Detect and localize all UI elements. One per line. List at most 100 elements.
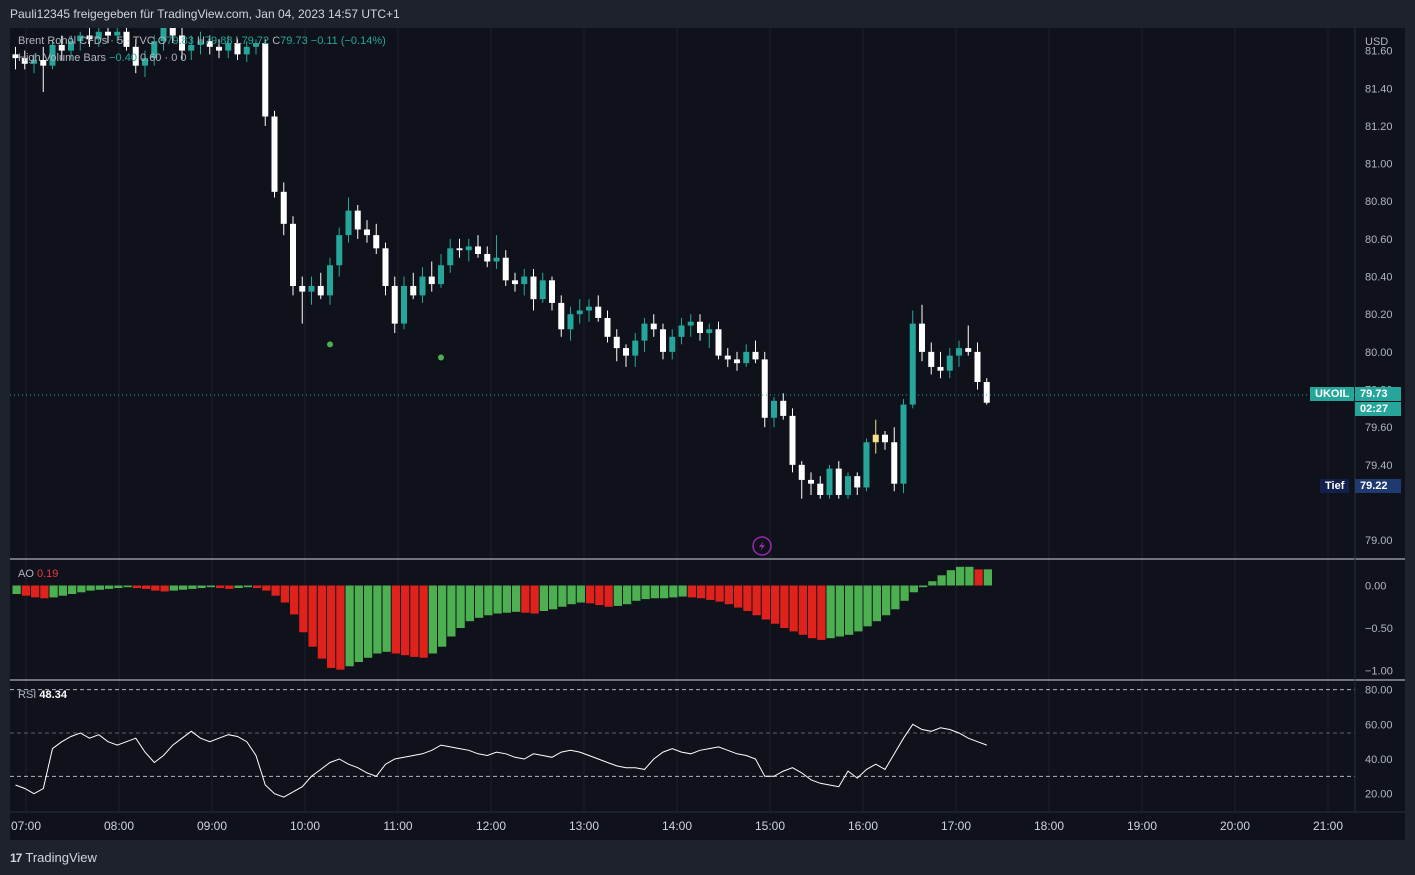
ao-bar [798,585,807,635]
candle-body [327,265,333,296]
ao-axis[interactable]: 0.00 −0.50 −1.00 [1365,581,1393,678]
candle-body [77,35,84,42]
candle-body [142,58,148,66]
candle-body [660,329,666,352]
ao-bar [280,585,289,603]
candle-body [262,43,269,117]
indicator-name[interactable]: High Volume Bars [18,52,107,64]
candle-body [641,323,648,341]
ao-bar [715,585,724,602]
candle-body [706,329,713,334]
indicator-legend[interactable]: High Volume Bars −0.40 0.60 · 0 0 [18,52,187,64]
close-value: 79.73 [280,35,308,47]
price-tick-label: 81.60 [1365,46,1393,58]
ao-bar [354,585,363,662]
candle-body [40,60,47,66]
price-tick-label: 81.20 [1365,121,1393,133]
ao-bar [447,585,456,637]
main-legend[interactable]: Brent Rohöl CFDs · 5 · TVC O79.83 H79.88… [18,35,386,47]
ao-bar [21,585,30,596]
time-tick-label: 17:00 [941,819,971,833]
time-tick-label: 08:00 [104,819,134,833]
time-tick-label: 12:00 [476,819,506,833]
price-tick-label: 80.20 [1365,309,1393,321]
candle-body [31,60,37,64]
candle-body [539,280,546,300]
currency-label: USD [1365,36,1388,48]
candle-body [595,306,602,318]
ao-bar [808,585,817,639]
ao-bar [123,585,132,588]
ao-bar [401,585,410,656]
chart-frame[interactable]: 81.60 81.40 81.20 81.00 80.80 80.60 80.40 80.20… [10,28,1405,840]
ao-bar [68,585,77,594]
c-label: C [272,35,281,47]
price-axis[interactable]: 81.60 81.40 81.20 81.00 80.80 80.60 80.40 80.20… [1365,46,1393,548]
candle-body [724,355,731,360]
ao-bar [493,585,502,614]
tradingview-brand[interactable]: 17 TradingView [10,850,97,865]
ao-bar [225,585,234,589]
candle-body [530,276,537,300]
candle-body [586,306,592,311]
candle-body [132,46,139,66]
candle-body [502,257,509,281]
rsi-legend[interactable]: RSI 48.34 [18,689,67,701]
candle-body [364,229,370,236]
ao-label[interactable]: AO [18,568,34,580]
ao-bar [512,585,521,612]
ao-bar [364,585,373,658]
l-label: L [235,35,242,47]
ao-bar [678,585,687,597]
candle-body [909,323,916,405]
candle-body [678,325,685,337]
rsi-value: 48.34 [39,689,67,701]
candle-body [197,41,204,45]
rsi-axis[interactable]: 80.00 60.00 40.00 20.00 [1365,685,1393,801]
ao-bar [576,585,585,603]
ao-bar [382,585,391,652]
chart-canvas[interactable]: 81.60 81.40 81.20 81.00 80.80 80.60 80.40 80.20… [10,28,1405,840]
ao-bar [521,585,530,613]
candle-body [956,348,962,356]
candle-body [271,116,278,192]
ao-bar [95,585,104,590]
rsi-label[interactable]: RSI [18,689,37,701]
candle-body [854,476,861,488]
ao-bar [956,566,965,586]
time-axis[interactable]: 07:00 08:00 09:00 10:00 11:00 12:00 13:00 14:00… [11,819,1343,833]
candle-body [299,285,306,292]
symbol-name[interactable]: Brent Rohöl CFDs · 5 · TVC [18,35,155,47]
candle-body [447,248,454,266]
ao-bar [835,585,844,637]
ao-bar [475,585,484,618]
rsi-levels [10,689,1355,777]
price-tick-label: 81.40 [1365,83,1393,95]
alert-icon[interactable] [752,536,772,556]
time-tick-label: 09:00 [197,819,227,833]
signal-marker [327,341,333,348]
candle-body [493,257,500,262]
candle-body [188,44,195,51]
ao-bar [724,585,733,605]
ao-bar [946,570,955,586]
candle-body [798,464,805,480]
candle-body [391,285,398,324]
ao-bar [697,585,706,599]
candle-body [382,248,389,286]
candle-body [650,323,657,330]
candle-body [21,58,28,64]
ao-legend[interactable]: AO 0.19 [18,568,58,580]
low-price-tag: 79.22 [1355,479,1401,493]
ao-bar [734,585,743,608]
ao-bar [530,585,539,614]
ao-bar [539,585,548,611]
candle-body [345,210,352,236]
low-label-tag: Tief [1320,479,1350,493]
candle-body [845,476,851,495]
candle-body [734,359,740,364]
ao-bar [613,585,622,606]
candle-body [225,43,232,51]
candle-body [558,302,565,330]
ao-bar [641,585,650,600]
